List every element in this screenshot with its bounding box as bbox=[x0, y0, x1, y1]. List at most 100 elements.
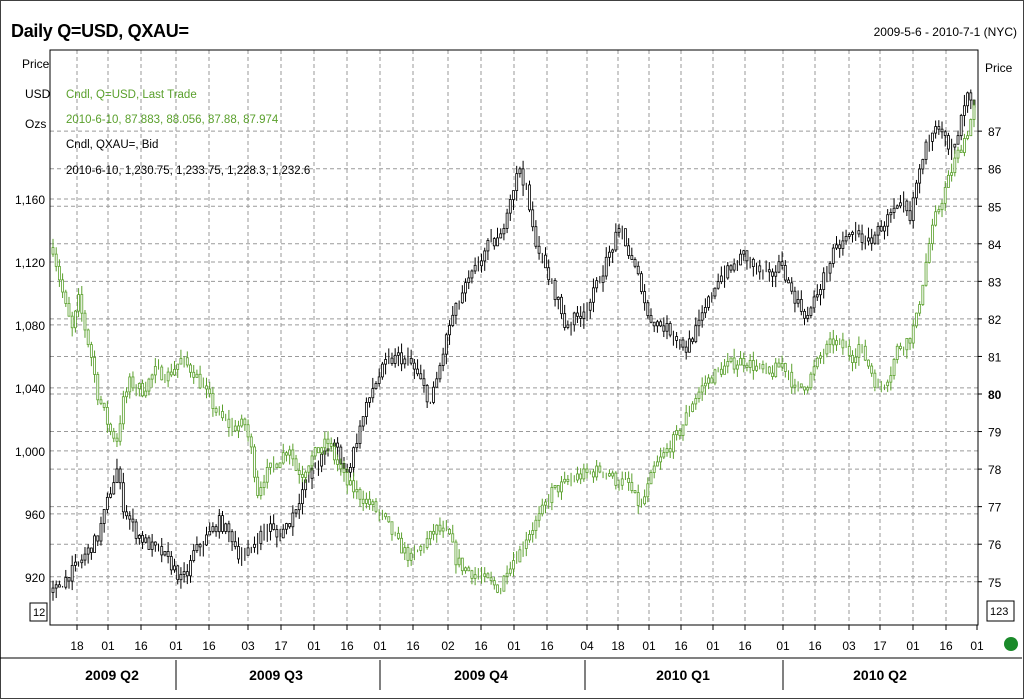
usd-candle bbox=[211, 386, 215, 417]
gold-candle-body bbox=[253, 544, 256, 548]
gold-candle bbox=[649, 308, 653, 324]
usd-candle-body bbox=[67, 303, 71, 317]
usd-candle-body bbox=[262, 481, 266, 488]
usd-candle-body bbox=[751, 360, 755, 371]
usd-candle bbox=[400, 532, 403, 554]
usd-candle-body bbox=[208, 388, 212, 395]
usd-candle bbox=[358, 487, 362, 507]
quarter-label: 2009 Q2 bbox=[85, 667, 139, 683]
gold-candle bbox=[70, 555, 74, 591]
usd-candle-body bbox=[342, 468, 346, 473]
usd-candle-body bbox=[99, 399, 103, 404]
usd-candle-body bbox=[371, 501, 375, 505]
scroll-left-box[interactable] bbox=[29, 602, 48, 622]
usd-candle bbox=[806, 385, 810, 394]
gold-candle bbox=[908, 201, 912, 225]
gold-candle-body bbox=[614, 231, 618, 251]
usd-candle-body bbox=[195, 373, 199, 378]
gold-candle-body bbox=[374, 383, 378, 390]
gold-candle bbox=[531, 201, 535, 232]
usd-candle bbox=[105, 401, 109, 433]
usd-candle bbox=[851, 350, 854, 372]
gold-candle-body bbox=[719, 275, 723, 283]
gold-candle bbox=[732, 258, 736, 273]
usd-candle bbox=[512, 551, 515, 577]
usd-candle-body bbox=[214, 408, 218, 413]
usd-candle-body bbox=[310, 455, 314, 467]
usd-candle-body bbox=[662, 452, 666, 458]
gold-candle bbox=[774, 265, 778, 288]
usd-candle bbox=[649, 469, 653, 485]
x-tick-label: 02 bbox=[441, 639, 455, 653]
gold-candle bbox=[777, 254, 781, 274]
usd-candle-body bbox=[259, 487, 263, 496]
usd-candle bbox=[911, 319, 915, 349]
gold-candle bbox=[438, 362, 442, 383]
gold-candle bbox=[336, 437, 340, 457]
gold-candle bbox=[601, 265, 605, 292]
usd-candle-body bbox=[649, 472, 653, 485]
scroll-right-box[interactable] bbox=[986, 600, 1015, 622]
gold-candle bbox=[221, 510, 224, 534]
gold-candle bbox=[739, 249, 742, 266]
usd-candle bbox=[934, 205, 938, 227]
gold-candle-body bbox=[285, 523, 288, 530]
usd-candle bbox=[435, 524, 439, 543]
gold-candle-body bbox=[617, 228, 621, 233]
usd-candle bbox=[755, 359, 758, 372]
x-tick-label: 04 bbox=[580, 639, 594, 653]
usd-candle bbox=[265, 458, 269, 489]
usd-candle bbox=[870, 363, 874, 377]
gold-candle bbox=[617, 223, 621, 238]
gold-candle bbox=[57, 580, 61, 588]
gold-candle-body bbox=[221, 515, 224, 532]
gold-candle-body bbox=[217, 515, 221, 533]
gold-candle-body bbox=[384, 359, 387, 365]
gold-candle-body bbox=[876, 226, 880, 236]
gold-candle bbox=[364, 397, 368, 425]
usd-candle-body bbox=[886, 381, 890, 387]
usd-candle bbox=[873, 369, 877, 392]
usd-candle-body bbox=[937, 209, 941, 213]
gold-candle bbox=[828, 261, 832, 281]
gold-candle-body bbox=[259, 530, 263, 544]
gold-candle-body bbox=[473, 264, 477, 272]
gold-candle-body bbox=[531, 209, 535, 228]
usd-candle-body bbox=[646, 483, 650, 498]
x-tick-label: 01 bbox=[776, 639, 790, 653]
usd-candle-body bbox=[131, 376, 135, 389]
gold-candle-body bbox=[508, 199, 512, 214]
usd-candle bbox=[726, 353, 730, 374]
usd-candle-body bbox=[454, 541, 458, 566]
usd-candle bbox=[963, 133, 966, 157]
gold-candle-body bbox=[563, 313, 567, 328]
usd-candle-body bbox=[950, 172, 954, 176]
quarter-label: 2010 Q1 bbox=[656, 667, 710, 683]
usd-candle-body bbox=[748, 360, 752, 368]
gold-candle bbox=[230, 529, 234, 551]
usd-candle-body bbox=[528, 533, 531, 541]
gold-candle bbox=[716, 273, 720, 290]
usd-candle bbox=[198, 365, 202, 390]
gold-candle-body bbox=[179, 574, 183, 581]
left-tick-label: 1,080 bbox=[15, 319, 45, 333]
usd-candle-body bbox=[803, 386, 806, 391]
usd-candle bbox=[972, 99, 976, 128]
usd-candle bbox=[57, 259, 61, 287]
usd-candle bbox=[905, 338, 909, 359]
usd-candle bbox=[128, 373, 132, 399]
usd-candle-body bbox=[831, 338, 835, 346]
gold-candle-body bbox=[739, 253, 742, 266]
usd-candle-body bbox=[451, 533, 455, 543]
usd-candle-body bbox=[534, 519, 538, 531]
usd-candle-body bbox=[281, 452, 285, 464]
usd-candle-body bbox=[339, 464, 343, 470]
left-tick-label: 1,040 bbox=[15, 382, 45, 396]
right-tick-label: 79 bbox=[988, 426, 1002, 440]
usd-candle bbox=[793, 378, 797, 394]
usd-candle-body bbox=[169, 371, 173, 376]
scroll-left-value: 12 bbox=[33, 607, 45, 619]
usd-candle bbox=[924, 253, 928, 287]
usd-candle-body bbox=[911, 325, 915, 344]
